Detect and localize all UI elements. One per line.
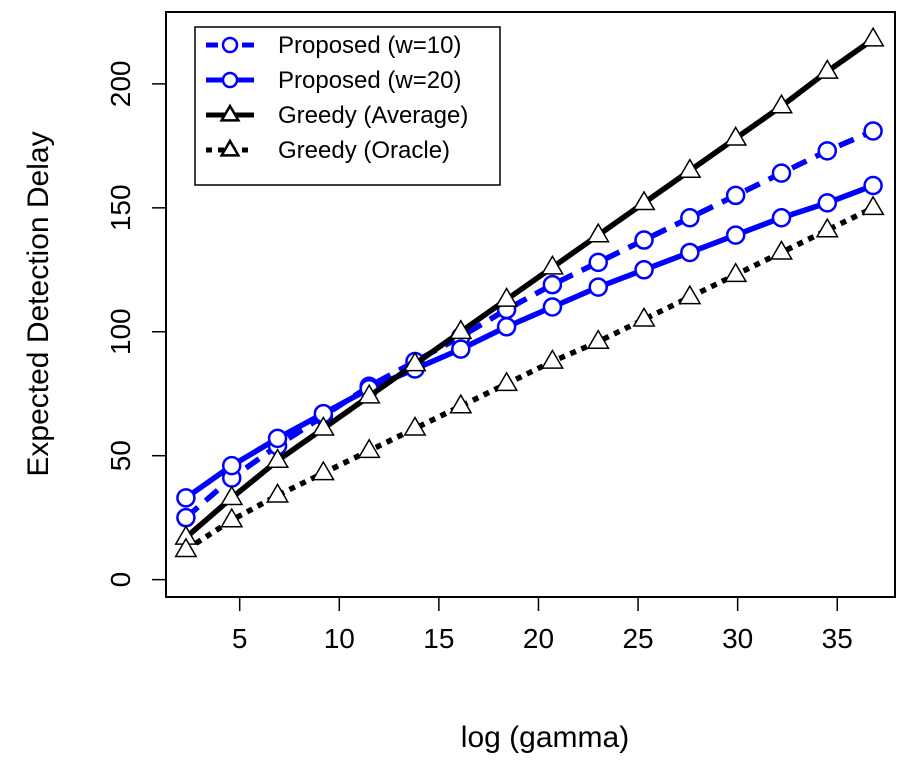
- data-point: [451, 339, 471, 359]
- y-tick-label: 100: [105, 308, 136, 355]
- data-point: [815, 217, 839, 238]
- data-point: [634, 230, 654, 250]
- data-point: [632, 190, 656, 211]
- data-point: [769, 93, 794, 114]
- y-tick-label: 50: [105, 440, 136, 471]
- legend: Proposed (w=10) Proposed (w=20) Greedy (Av…: [194, 26, 501, 186]
- y-tick-label: 200: [105, 61, 136, 108]
- data-point: [496, 317, 517, 337]
- data-point: [861, 26, 885, 47]
- data-point: [542, 297, 563, 317]
- data-point: [680, 207, 700, 228]
- data-point: [678, 158, 702, 178]
- data-point: [357, 438, 381, 459]
- series-line: [184, 37, 875, 540]
- series-line: [184, 128, 875, 520]
- data-point: [817, 193, 838, 213]
- series-3: [174, 26, 885, 545]
- series-line: [184, 205, 875, 553]
- data-point: [220, 485, 244, 506]
- data-point: [863, 121, 883, 141]
- x-tick-label: 15: [423, 623, 454, 654]
- data-point: [311, 460, 335, 481]
- series-4: [174, 195, 885, 558]
- data-point: [403, 415, 427, 436]
- data-point: [771, 163, 792, 183]
- data-point: [725, 225, 746, 245]
- data-point: [403, 351, 427, 372]
- legend-label: Proposed (w=10): [278, 32, 461, 59]
- data-point: [725, 185, 746, 206]
- legend-label: Proposed (w=20): [278, 67, 461, 94]
- data-point: [680, 242, 700, 263]
- data-point: [449, 319, 473, 340]
- data-point: [724, 125, 748, 146]
- legend-marker: [219, 138, 241, 157]
- series-line: [184, 182, 875, 501]
- data-point: [586, 222, 610, 243]
- y-tick-label: 150: [105, 184, 136, 231]
- data-point: [632, 306, 656, 327]
- y-axis-title: Expected Detection Delay: [22, 131, 55, 476]
- data-point: [220, 507, 244, 528]
- data-point: [724, 262, 748, 283]
- data-point: [311, 415, 335, 436]
- data-point: [495, 287, 519, 307]
- x-axis: 5 10 15 20 25 30 35: [232, 596, 853, 654]
- x-tick-label: 25: [622, 623, 653, 654]
- data-point: [678, 284, 702, 305]
- x-tick-label: 20: [523, 623, 554, 654]
- data-point: [588, 277, 608, 297]
- x-tick-label: 35: [822, 623, 853, 654]
- data-point: [495, 371, 519, 392]
- legend-label: Greedy (Oracle): [278, 137, 450, 164]
- legend-label: Greedy (Average): [278, 102, 468, 129]
- x-axis-title: log (gamma): [461, 721, 629, 754]
- legend-marker: [221, 71, 239, 89]
- data-point: [542, 274, 563, 295]
- data-point: [176, 507, 196, 528]
- data-point: [815, 58, 839, 79]
- legend-marker: [221, 36, 239, 54]
- legend-marker: [219, 103, 241, 122]
- data-point: [769, 239, 794, 260]
- y-tick-label: 0: [105, 572, 136, 588]
- series-2: [176, 175, 883, 508]
- data-point: [176, 488, 196, 508]
- data-point: [540, 254, 564, 275]
- data-point: [267, 428, 288, 449]
- plot-marks: [174, 26, 885, 558]
- x-tick-label: 30: [722, 623, 753, 654]
- data-point: [586, 329, 610, 350]
- data-point: [266, 448, 290, 469]
- legend-box: [194, 26, 501, 186]
- data-point: [771, 207, 792, 228]
- data-point: [817, 141, 838, 161]
- data-point: [540, 349, 564, 369]
- data-point: [174, 537, 198, 558]
- x-tick-label: 5: [232, 623, 248, 654]
- data-point: [634, 260, 654, 280]
- data-point: [357, 383, 381, 404]
- data-point: [863, 175, 883, 196]
- data-point: [588, 252, 608, 273]
- x-tick-label: 10: [324, 623, 355, 654]
- data-point: [861, 195, 885, 216]
- data-point: [221, 455, 242, 476]
- y-axis: 0 50 100 150 200: [105, 61, 167, 588]
- data-point: [266, 482, 290, 503]
- data-point: [449, 393, 473, 414]
